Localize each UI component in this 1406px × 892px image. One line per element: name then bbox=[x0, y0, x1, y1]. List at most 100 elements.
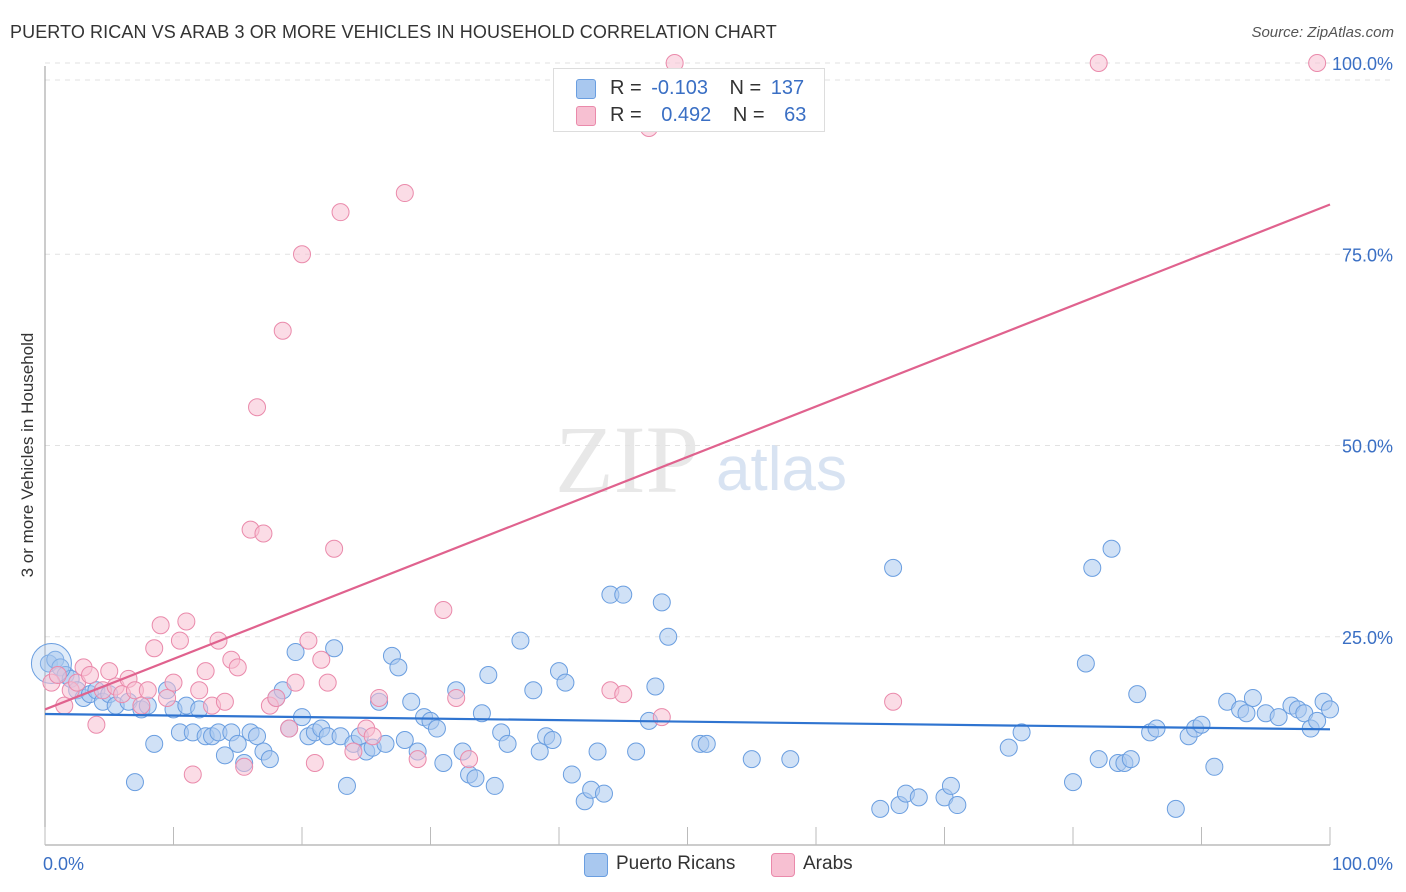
puerto-rican-points bbox=[30, 539, 1339, 818]
data-point bbox=[1121, 750, 1140, 769]
data-point bbox=[1192, 715, 1211, 734]
x-tick-label: 0.0% bbox=[43, 854, 84, 874]
data-point bbox=[248, 727, 267, 746]
data-point bbox=[1166, 799, 1185, 818]
data-point bbox=[1064, 773, 1082, 792]
data-point bbox=[389, 658, 408, 677]
source-label: Source: ZipAtlas.com bbox=[1251, 24, 1394, 41]
data-point bbox=[248, 398, 267, 417]
data-point bbox=[363, 727, 382, 746]
data-point bbox=[434, 753, 453, 772]
data-point bbox=[485, 776, 504, 795]
data-point bbox=[427, 719, 446, 738]
data-point bbox=[170, 631, 189, 650]
data-point bbox=[235, 757, 254, 776]
data-point bbox=[460, 750, 479, 769]
data-point bbox=[190, 681, 209, 700]
legend-label: Puerto Ricans bbox=[616, 853, 736, 874]
n-label: N = bbox=[732, 104, 765, 126]
n-label: N = bbox=[729, 77, 762, 99]
data-point bbox=[871, 799, 890, 818]
data-point bbox=[254, 524, 273, 543]
data-point bbox=[884, 558, 903, 577]
data-point bbox=[948, 796, 967, 815]
legend-stats-text: R = 0.492 N = 63 bbox=[610, 104, 806, 127]
data-point bbox=[614, 685, 633, 704]
data-point bbox=[267, 688, 286, 707]
data-point bbox=[325, 539, 344, 558]
y-tick-label: 50.0% bbox=[1342, 437, 1393, 457]
data-point bbox=[1089, 750, 1108, 769]
stats-legend: R = -0.103 N = 137 R = 0.492 N = 63 bbox=[553, 68, 825, 132]
n-value: 137 bbox=[770, 77, 805, 99]
data-point bbox=[1243, 688, 1262, 707]
data-point bbox=[145, 734, 164, 753]
data-point bbox=[331, 203, 350, 222]
y-axis-label: 3 or more Vehicles in Household bbox=[18, 332, 37, 578]
data-point bbox=[293, 245, 311, 264]
data-point bbox=[196, 662, 215, 681]
arab-points bbox=[42, 54, 1327, 784]
data-point bbox=[395, 184, 414, 203]
data-point bbox=[1308, 54, 1327, 72]
data-point bbox=[627, 742, 646, 761]
data-point bbox=[562, 765, 581, 784]
tick-labels: 25.0% 50.0% 75.0% 100.0% 0.0% 100.0% bbox=[43, 54, 1393, 874]
n-value: 63 bbox=[784, 104, 807, 126]
data-point bbox=[594, 784, 613, 803]
data-point bbox=[87, 715, 106, 734]
data-point bbox=[344, 742, 363, 761]
data-point bbox=[151, 616, 170, 635]
legend-swatch-blue bbox=[584, 853, 608, 877]
chart-title: PUERTO RICAN VS ARAB 3 OR MORE VEHICLES … bbox=[10, 22, 777, 42]
data-point bbox=[472, 704, 491, 723]
data-point bbox=[402, 692, 421, 711]
legend-swatch-pink bbox=[771, 853, 795, 877]
data-point bbox=[434, 600, 453, 619]
data-point bbox=[742, 750, 761, 769]
data-point bbox=[498, 734, 517, 753]
axes bbox=[44, 66, 1331, 846]
data-point bbox=[318, 673, 337, 692]
data-point bbox=[530, 742, 549, 761]
data-point bbox=[228, 734, 247, 753]
trend-lines bbox=[44, 203, 1331, 731]
data-point bbox=[370, 688, 389, 707]
data-point bbox=[312, 650, 331, 669]
data-point bbox=[1321, 700, 1339, 719]
data-point bbox=[1012, 723, 1031, 742]
data-point bbox=[273, 321, 292, 340]
data-point bbox=[145, 639, 164, 658]
data-point bbox=[524, 681, 543, 700]
data-point bbox=[646, 677, 665, 696]
watermark-zip: ZIP bbox=[555, 406, 699, 513]
data-point bbox=[260, 750, 279, 769]
data-point bbox=[941, 776, 960, 795]
data-point bbox=[1237, 704, 1256, 723]
data-point bbox=[164, 673, 183, 692]
data-point bbox=[1083, 558, 1102, 577]
data-point bbox=[1128, 685, 1147, 704]
r-value: 0.492 bbox=[661, 104, 712, 126]
data-point bbox=[125, 773, 144, 792]
y-tick-label: 100.0% bbox=[1332, 54, 1393, 74]
data-point bbox=[697, 734, 716, 753]
data-point bbox=[1269, 708, 1288, 727]
data-point bbox=[652, 593, 671, 612]
data-point bbox=[80, 666, 99, 684]
data-point bbox=[447, 688, 466, 707]
data-point bbox=[48, 666, 67, 684]
data-point bbox=[511, 631, 530, 650]
watermark: ZIP atlas bbox=[555, 406, 847, 513]
data-point bbox=[132, 696, 151, 715]
legend-stats-text: R = -0.103 N = 137 bbox=[610, 77, 804, 100]
data-point bbox=[299, 631, 318, 650]
data-point bbox=[466, 769, 485, 788]
data-point bbox=[588, 742, 607, 761]
r-label: R = bbox=[610, 77, 642, 99]
legend-label: Arabs bbox=[803, 853, 853, 874]
data-point bbox=[158, 688, 177, 707]
data-point bbox=[781, 750, 800, 769]
data-point bbox=[215, 692, 234, 711]
